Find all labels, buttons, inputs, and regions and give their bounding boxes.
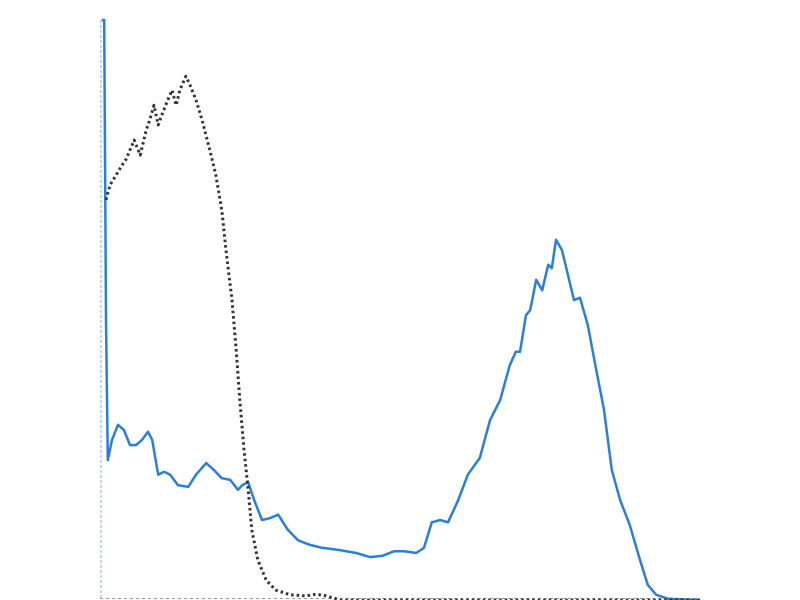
series-layer [101,18,701,600]
sample-series-line [101,18,701,600]
control-series-line [104,74,700,600]
